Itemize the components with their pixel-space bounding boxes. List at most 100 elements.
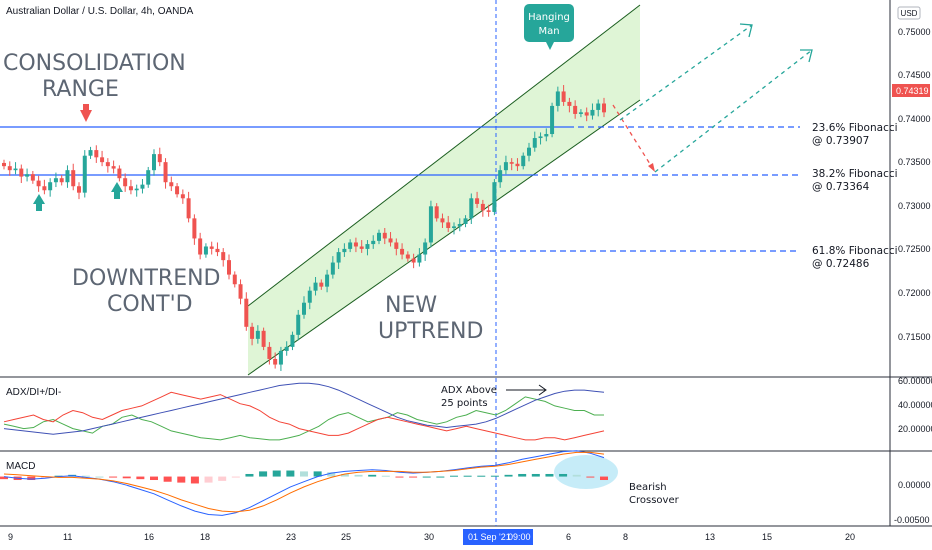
candle-body[interactable] <box>267 346 272 359</box>
candle-body[interactable] <box>405 254 410 259</box>
candle-body[interactable] <box>100 157 105 163</box>
candle-body[interactable] <box>371 240 376 245</box>
candle-body[interactable] <box>475 198 480 204</box>
candle-body[interactable] <box>42 186 47 191</box>
candle-body[interactable] <box>342 248 347 253</box>
candle-body[interactable] <box>377 232 381 241</box>
candle-body[interactable] <box>146 170 151 185</box>
candle-body[interactable] <box>105 162 110 167</box>
candle-body[interactable] <box>584 112 589 116</box>
candle-body[interactable] <box>417 254 422 263</box>
candle-body[interactable] <box>411 258 416 263</box>
candle-body[interactable] <box>446 222 451 229</box>
candle-body[interactable] <box>82 155 87 193</box>
signal-line[interactable] <box>3 451 605 513</box>
candle-body[interactable] <box>203 246 208 255</box>
candle-body[interactable] <box>602 103 606 113</box>
candle-body[interactable] <box>527 147 531 156</box>
candle-body[interactable] <box>307 290 312 303</box>
candle-body[interactable] <box>25 174 30 177</box>
candle-body[interactable] <box>498 170 503 183</box>
candle-body[interactable] <box>19 168 24 177</box>
channel-lower-line[interactable] <box>247 99 641 376</box>
candle-body[interactable] <box>423 242 428 255</box>
candle-body[interactable] <box>590 109 595 116</box>
candle-body[interactable] <box>463 218 468 224</box>
candle-body[interactable] <box>123 178 128 187</box>
candle-body[interactable] <box>117 168 122 179</box>
candle-body[interactable] <box>509 162 514 164</box>
candle-body[interactable] <box>232 274 237 285</box>
candle-body[interactable] <box>2 162 6 167</box>
candle-body[interactable] <box>157 154 162 163</box>
candle-body[interactable] <box>94 150 99 158</box>
candle-body[interactable] <box>65 170 70 183</box>
candle-body[interactable] <box>503 162 508 171</box>
candle-body[interactable] <box>250 326 255 339</box>
candle-body[interactable] <box>186 198 191 219</box>
candle-body[interactable] <box>382 232 387 239</box>
candle-body[interactable] <box>128 186 133 191</box>
time-axis[interactable]: 9 11 16 18 23 25 30 01 Sep '21 09:00 6 8… <box>8 529 855 545</box>
candle-body[interactable] <box>428 206 433 243</box>
candle-body[interactable] <box>480 203 485 211</box>
candle-body[interactable] <box>53 178 58 183</box>
candle-body[interactable] <box>394 242 399 249</box>
candle-body[interactable] <box>538 136 543 139</box>
candle-body[interactable] <box>521 155 526 167</box>
candle-body[interactable] <box>273 358 278 365</box>
candle-body[interactable] <box>319 282 324 287</box>
candle-body[interactable] <box>36 180 41 187</box>
candle-body[interactable] <box>180 194 185 199</box>
projection-up-arrow-short[interactable] <box>619 24 753 121</box>
candle-body[interactable] <box>88 150 93 156</box>
candle-body[interactable] <box>302 302 306 315</box>
candle-body[interactable] <box>325 274 330 287</box>
channel-upper-line[interactable] <box>247 4 641 307</box>
candle-body[interactable] <box>111 166 116 169</box>
candle-body[interactable] <box>221 252 226 261</box>
candle-body[interactable] <box>169 182 174 187</box>
candle-body[interactable] <box>255 330 260 339</box>
candle-body[interactable] <box>486 210 491 212</box>
hanging-man-callout[interactable]: Hanging Man <box>524 4 574 50</box>
projection-down-arrow[interactable] <box>612 104 656 173</box>
candle-body[interactable] <box>296 314 301 335</box>
candle-body[interactable] <box>388 238 393 243</box>
candle-body[interactable] <box>261 330 266 347</box>
candle-body[interactable] <box>348 242 353 249</box>
candle-body[interactable] <box>198 238 203 255</box>
candle-body[interactable] <box>359 246 364 249</box>
candle-body[interactable] <box>330 262 335 275</box>
price-axis[interactable]: USD 0.75000 0.74500 0.74000 0.73500 0.73… <box>892 6 931 342</box>
candle-body[interactable] <box>515 163 520 167</box>
candle-body[interactable] <box>238 284 243 299</box>
candle-body[interactable] <box>313 282 318 291</box>
candle-body[interactable] <box>532 138 537 148</box>
candle-body[interactable] <box>284 346 289 351</box>
candle-body[interactable] <box>440 218 445 223</box>
candle-body[interactable] <box>578 112 583 114</box>
candle-body[interactable] <box>561 91 566 102</box>
candle-body[interactable] <box>244 298 249 327</box>
candle-body[interactable] <box>227 260 231 275</box>
candle-body[interactable] <box>77 186 81 193</box>
candle-body[interactable] <box>400 248 405 255</box>
candle-body[interactable] <box>30 174 35 181</box>
candle-body[interactable] <box>163 162 168 183</box>
candle-body[interactable] <box>353 242 358 247</box>
candle-body[interactable] <box>134 188 139 191</box>
candle-body[interactable] <box>469 198 474 219</box>
candle-body[interactable] <box>596 103 601 110</box>
adx-line[interactable] <box>3 382 605 435</box>
candle-body[interactable] <box>452 226 456 229</box>
candle-body[interactable] <box>140 184 145 189</box>
candle-body[interactable] <box>71 170 76 187</box>
candle-body[interactable] <box>434 206 439 219</box>
candle-body[interactable] <box>567 101 572 106</box>
candle-body[interactable] <box>278 350 283 365</box>
candle-body[interactable] <box>152 154 156 171</box>
candle-body[interactable] <box>13 168 18 171</box>
candle-body[interactable] <box>59 178 64 183</box>
candle-body[interactable] <box>7 166 12 171</box>
